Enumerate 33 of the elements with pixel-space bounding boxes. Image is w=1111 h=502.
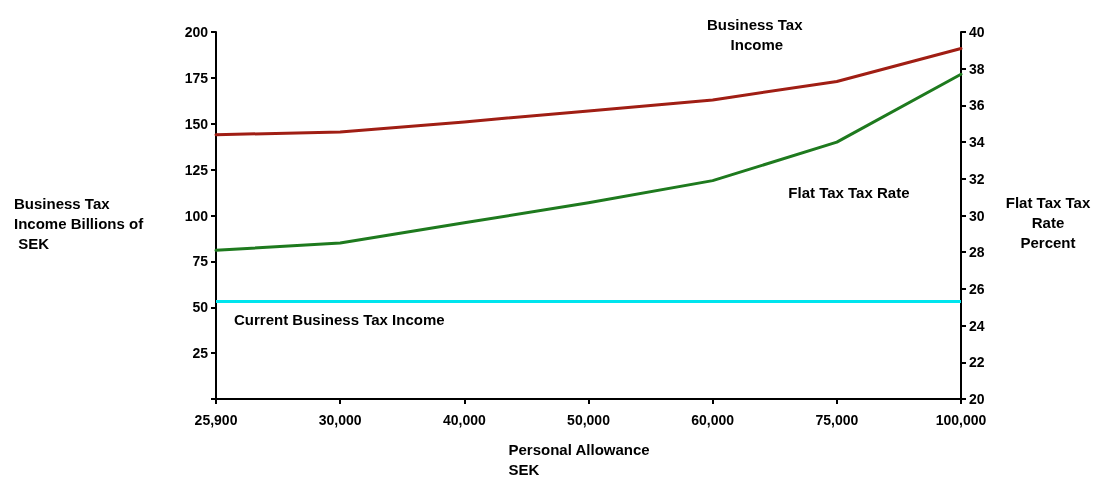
y2-tick-label: 24 xyxy=(969,317,985,334)
y2-tick-label: 40 xyxy=(969,24,985,40)
text: Business Tax Income xyxy=(706,15,807,53)
x-tick-label: 30,000 xyxy=(318,412,362,428)
y2-tick-label: 28 xyxy=(969,244,985,261)
y2-tick-label: 30 xyxy=(969,207,985,224)
y-tick-label: 100 xyxy=(184,207,209,224)
y-axis-title: Business Tax Income Billions of SEK xyxy=(14,194,145,252)
x-tick-label: 100,000 xyxy=(935,412,987,428)
y2-tick-label: 32 xyxy=(969,170,985,187)
x-tick-label: 40,000 xyxy=(442,412,486,428)
y-tick-label: 75 xyxy=(192,253,209,270)
y2-axis-title: Flat Tax Tax Rate Percent xyxy=(1004,193,1092,253)
x-axis-title: Personal Allowance SEK xyxy=(508,440,654,478)
y2-tick-label: 38 xyxy=(969,60,985,77)
ref-line-label: Current Business Tax Income xyxy=(234,310,445,328)
y2-tick-label: 22 xyxy=(969,354,985,371)
line-series xyxy=(214,72,963,252)
y2-tick-label: 34 xyxy=(969,134,985,151)
y2-tick-label: 26 xyxy=(969,280,985,297)
x-tick-label: 50,000 xyxy=(567,412,611,428)
y-tick-label: 25 xyxy=(192,345,209,362)
y-tick-label: 150 xyxy=(184,115,209,132)
x-tick-label: 25,900 xyxy=(194,412,238,428)
y-tick-label: 125 xyxy=(184,161,209,178)
x-tick-label: 60,000 xyxy=(691,412,735,428)
y-tick-label: 200 xyxy=(184,24,209,40)
x-tick-label: 75,000 xyxy=(815,412,859,428)
y-tick-label: 50 xyxy=(192,299,209,316)
y2-tick-label: 36 xyxy=(969,97,985,114)
y-tick-label: 175 xyxy=(184,69,209,86)
y2-tick-label: 20 xyxy=(969,391,985,407)
series-label: Flat Tax Tax Rate xyxy=(788,183,910,201)
